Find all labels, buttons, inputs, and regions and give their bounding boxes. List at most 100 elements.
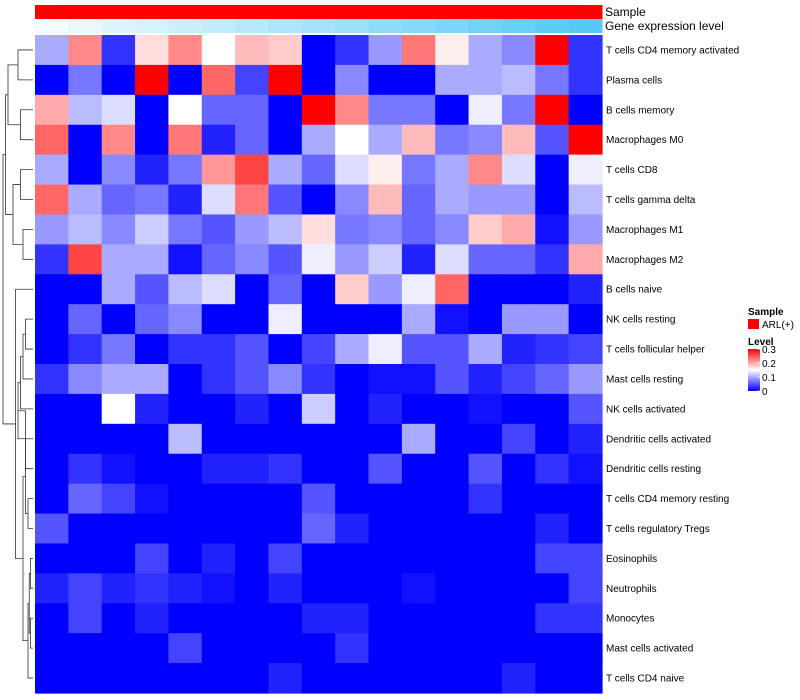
heatmap-cell	[201, 124, 236, 156]
heatmap-cell	[435, 274, 470, 305]
heatmap-cell	[235, 274, 270, 305]
heatmap-cell	[435, 364, 470, 395]
heatmap-cell	[301, 393, 336, 425]
heatmap-cell	[35, 214, 69, 245]
heatmap-cell	[268, 124, 303, 156]
heatmap-cell	[235, 573, 270, 604]
heatmap-cell	[135, 393, 170, 425]
heatmap-cell	[235, 513, 270, 545]
heatmap-cell	[101, 94, 136, 126]
heatmap-cell	[68, 364, 103, 395]
heatmap-cell	[135, 364, 170, 395]
heatmap-cell	[168, 244, 203, 275]
heatmap-cell	[401, 423, 436, 455]
heatmap-cell	[368, 513, 403, 545]
heatmap-cell	[268, 184, 303, 216]
heatmap-cell	[268, 154, 303, 186]
heatmap-cell	[335, 603, 370, 634]
heatmap-cell	[401, 94, 436, 126]
gene-expression-annotation-cell	[535, 19, 570, 33]
heatmap-cell	[235, 663, 270, 694]
heatmap-cell	[401, 244, 436, 275]
heatmap-cell	[268, 453, 303, 485]
heatmap-cell	[35, 603, 69, 634]
heatmap-cell	[368, 543, 403, 574]
heatmap-cell	[101, 184, 136, 216]
heatmap-cell	[101, 663, 136, 694]
heatmap-cell	[201, 154, 236, 186]
gene-expression-annotation-cell	[335, 19, 370, 33]
heatmap-cell	[335, 483, 370, 515]
heatmap-cell	[401, 274, 436, 305]
heatmap-cell	[301, 154, 336, 186]
row-label: B cells naive	[606, 285, 663, 296]
heatmap-cell	[168, 453, 203, 485]
heatmap-cell	[435, 393, 470, 425]
heatmap-cell	[268, 663, 303, 694]
heatmap-cell	[568, 214, 603, 245]
heatmap-cell	[235, 124, 270, 156]
heatmap-cell	[335, 94, 370, 126]
heatmap-cell	[568, 64, 603, 96]
gene-expression-annotation-cell	[68, 19, 103, 33]
sample-annotation-cell	[301, 5, 336, 19]
heatmap-cell	[335, 543, 370, 574]
heatmap-cell	[501, 603, 536, 634]
heatmap-cell	[35, 244, 69, 275]
heatmap-cell	[268, 603, 303, 634]
heatmap-cell	[535, 184, 570, 216]
sample-legend-title: Sample	[748, 307, 784, 318]
heatmap-cell	[468, 483, 503, 515]
heatmap-cell	[535, 483, 570, 515]
heatmap-cell	[268, 244, 303, 275]
heatmap-cell	[135, 423, 170, 455]
heatmap-cell	[368, 154, 403, 186]
heatmap-cell	[568, 423, 603, 455]
heatmap-cell	[68, 393, 103, 425]
heatmap-cell	[235, 393, 270, 425]
heatmap-cell	[435, 244, 470, 275]
heatmap-cell	[401, 184, 436, 216]
heatmap-cell	[135, 633, 170, 664]
heatmap-cell	[301, 334, 336, 365]
heatmap-cell	[68, 423, 103, 455]
heatmap-cell	[68, 334, 103, 365]
heatmap-cell	[268, 364, 303, 395]
heatmap-cell	[235, 633, 270, 664]
row-label: T cells regulatory Tregs	[606, 524, 710, 535]
level-tick-label: 0.2	[762, 359, 776, 370]
heatmap-cell	[135, 214, 170, 245]
heatmap-cell	[568, 453, 603, 485]
heatmap-cell	[435, 513, 470, 545]
heatmap-cell	[568, 154, 603, 186]
heatmap-cell	[535, 573, 570, 604]
row-label: Mast cells activated	[606, 644, 693, 655]
heatmap-cell	[535, 423, 570, 455]
sample-annotation-cell	[501, 5, 536, 19]
heatmap-cell	[35, 573, 69, 604]
heatmap-cell	[135, 453, 170, 485]
gene-expression-annotation-cell	[501, 19, 536, 33]
heatmap-cell	[301, 663, 336, 694]
heatmap-cell	[268, 64, 303, 96]
heatmap-cell	[568, 573, 603, 604]
heatmap-cell	[568, 184, 603, 216]
heatmap-cell	[101, 304, 136, 335]
gene-expression-annotation-cell	[368, 19, 403, 33]
heatmap-cell	[68, 274, 103, 305]
heatmap-cell	[335, 364, 370, 395]
heatmap-cell	[568, 483, 603, 515]
heatmap-cell	[68, 663, 103, 694]
heatmap-cell	[101, 244, 136, 275]
heatmap-cell	[235, 35, 270, 66]
heatmap-cell	[568, 304, 603, 335]
dendrogram-branch	[2, 154, 16, 425]
heatmap-cell	[301, 304, 336, 335]
heatmap-cell	[35, 35, 69, 66]
heatmap-cell	[435, 64, 470, 96]
gene-expression-annotation-cell	[568, 19, 603, 33]
heatmap-cell	[68, 633, 103, 664]
gene-expression-annotation-cell	[168, 19, 203, 33]
heatmap-cell	[535, 393, 570, 425]
heatmap-cell	[301, 35, 336, 66]
